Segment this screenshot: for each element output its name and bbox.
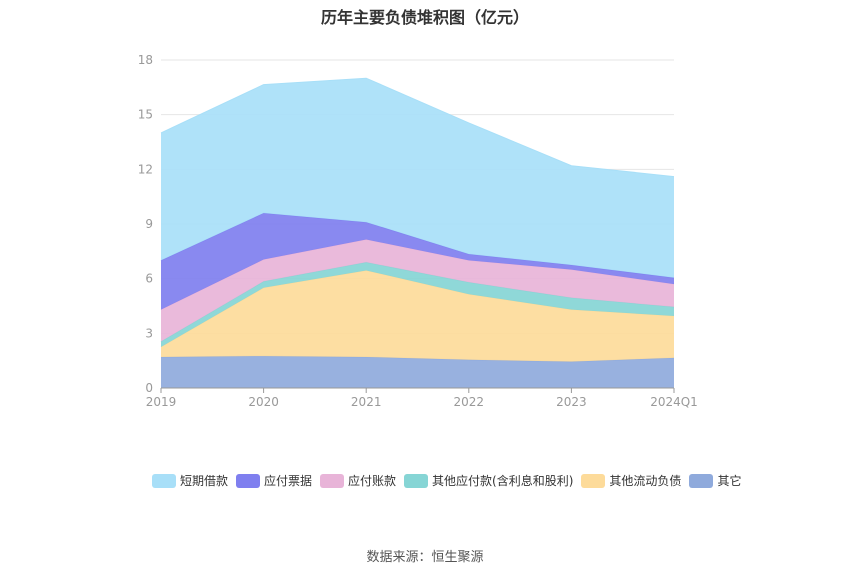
y-tick-label: 15	[138, 108, 153, 122]
legend-swatch	[236, 473, 261, 488]
x-tick-label: 2019	[146, 395, 177, 409]
legend-swatch	[320, 473, 345, 488]
y-tick-label: 9	[145, 217, 153, 231]
x-tick-label: 2021	[351, 395, 382, 409]
legend: 短期借款 应付票据 应付账款 其他应付款(含利息和股利) 其他流动负债 其它	[152, 472, 772, 499]
x-tick-label: 2022	[454, 395, 485, 409]
axis-layer: 0 3 6 9 12 15 18 2019 2020 2021 2022 2023 2024Q1	[138, 53, 698, 409]
legend-swatch	[152, 473, 176, 488]
legend-item[interactable]: 其它	[689, 472, 741, 489]
series-area-3	[161, 239, 674, 342]
legend-swatch	[581, 473, 606, 488]
x-tick-label: 2024Q1	[650, 395, 698, 409]
series-area-1	[161, 270, 674, 362]
legend-label: 其他流动负债	[609, 474, 682, 488]
y-tick-label: 0	[145, 381, 153, 395]
legend-item[interactable]: 其他流动负债	[581, 472, 681, 489]
legend-label: 其他应付款(含利息和股利)	[432, 474, 574, 488]
y-tick-label: 3	[145, 326, 153, 340]
legend-swatch	[404, 473, 429, 488]
y-tick-label: 12	[138, 162, 153, 176]
legend-label: 应付票据	[264, 474, 313, 488]
legend-label: 应付账款	[348, 474, 397, 488]
series-area-4	[161, 213, 674, 310]
legend-item[interactable]: 应付票据	[236, 472, 312, 489]
y-tick-label: 18	[138, 53, 153, 67]
chart-title: 历年主要负债堆积图（亿元）	[320, 8, 529, 27]
y-tick-label: 6	[145, 272, 153, 286]
series-area-0	[161, 356, 674, 388]
legend-label: 短期借款	[180, 474, 229, 488]
series-area-5	[161, 78, 674, 278]
legend-item[interactable]: 短期借款	[152, 472, 228, 489]
legend-item[interactable]: 应付账款	[320, 472, 396, 489]
data-source-note: 数据来源：恒生聚源	[366, 550, 484, 565]
legend-swatch	[689, 473, 714, 488]
x-tick-label: 2023	[556, 395, 587, 409]
series-area-2	[161, 262, 674, 347]
x-tick-label: 2020	[248, 395, 279, 409]
series-line-5	[160, 77, 675, 178]
legend-item[interactable]: 其他应付款(含利息和股利)	[404, 472, 573, 489]
area-layer	[160, 77, 675, 388]
legend-label: 其它	[717, 474, 742, 488]
